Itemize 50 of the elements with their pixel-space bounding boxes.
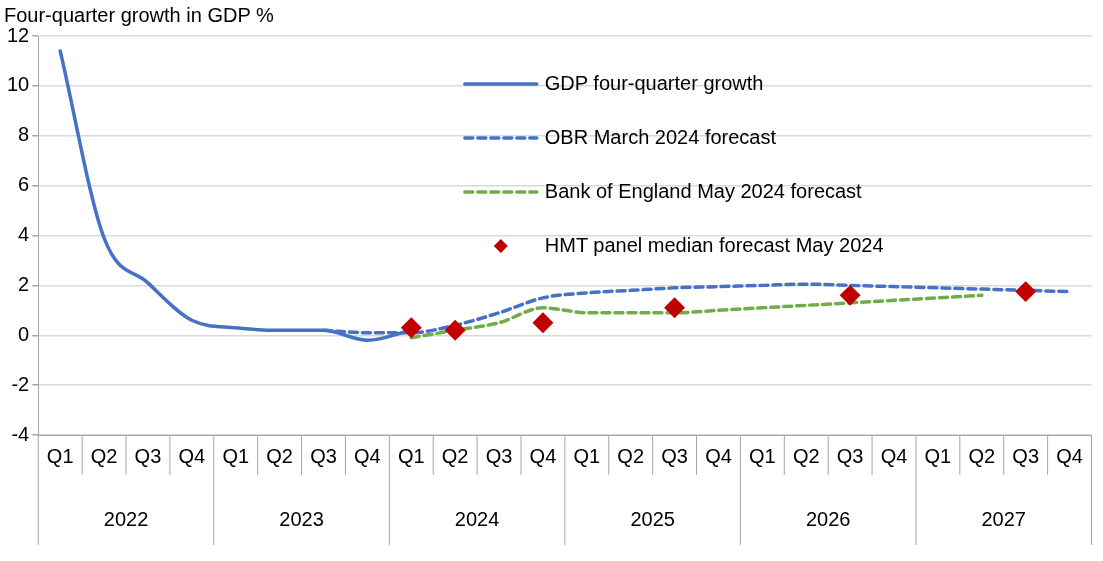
legend-label: OBR March 2024 forecast — [544, 125, 777, 148]
x-tick-label: Q3 — [134, 444, 162, 467]
point — [401, 318, 422, 338]
x-tick-label: Q1 — [749, 444, 776, 467]
x-tick-label: Q3 — [661, 444, 688, 467]
text: 2022 — [103, 507, 149, 530]
x-tick-label: Q2 — [441, 444, 469, 467]
y-tick-label: 12 — [7, 23, 30, 46]
x-tick-label: Q4 — [178, 444, 206, 467]
x-tick-label: Q3 — [310, 444, 337, 467]
x-tick-label: Q4 — [705, 444, 732, 467]
x-tick-label: Q3 — [485, 444, 513, 467]
text: 2024 — [454, 507, 500, 530]
legend-label: HMT panel median forecast May 2024 — [544, 233, 884, 256]
x-tick-label: Q1 — [397, 444, 425, 467]
x-tick-label: Q1 — [46, 444, 74, 467]
x-tick-label: Q3 — [1012, 444, 1040, 467]
point — [664, 298, 685, 318]
x-tick-label: Q3 — [836, 444, 864, 467]
x-tick-label: Q2 — [968, 444, 996, 467]
y-tick-label: -4 — [11, 422, 30, 445]
x-tick-label: Q2 — [266, 444, 293, 467]
point — [445, 320, 465, 341]
x-tick-label: Q4 — [354, 444, 381, 467]
x-tick-label: Q4 — [1056, 444, 1083, 467]
y-tick-label: 2 — [18, 272, 30, 295]
text: 2026 — [805, 507, 851, 530]
x-tick-label: Q4 — [880, 444, 908, 467]
point — [533, 313, 553, 333]
y-tick-label: 4 — [18, 223, 30, 246]
text: 2027 — [981, 507, 1026, 530]
x-tick-label: Q4 — [529, 444, 557, 467]
point — [1015, 281, 1036, 302]
y-tick-label: 10 — [7, 73, 30, 96]
x-tick-label: Q2 — [90, 444, 118, 467]
text: 2023 — [279, 507, 324, 530]
legend-label: GDP four-quarter growth — [544, 71, 764, 94]
text: 2025 — [630, 507, 675, 530]
point — [840, 285, 860, 306]
y-tick-label: -2 — [11, 372, 30, 395]
chart-title: Four-quarter growth in GDP % — [4, 3, 274, 26]
y-tick-label: 0 — [18, 322, 30, 345]
legend-label: Bank of England May 2024 forecast — [544, 179, 863, 202]
y-tick-label: 8 — [18, 123, 30, 146]
x-tick-label: Q2 — [617, 444, 645, 467]
x-tick-label: Q1 — [222, 444, 250, 467]
x-tick-label: Q1 — [573, 444, 601, 467]
x-tick-label: Q2 — [792, 444, 820, 467]
x-tick-label: Q1 — [924, 444, 952, 467]
y-tick-label: 6 — [18, 173, 30, 196]
